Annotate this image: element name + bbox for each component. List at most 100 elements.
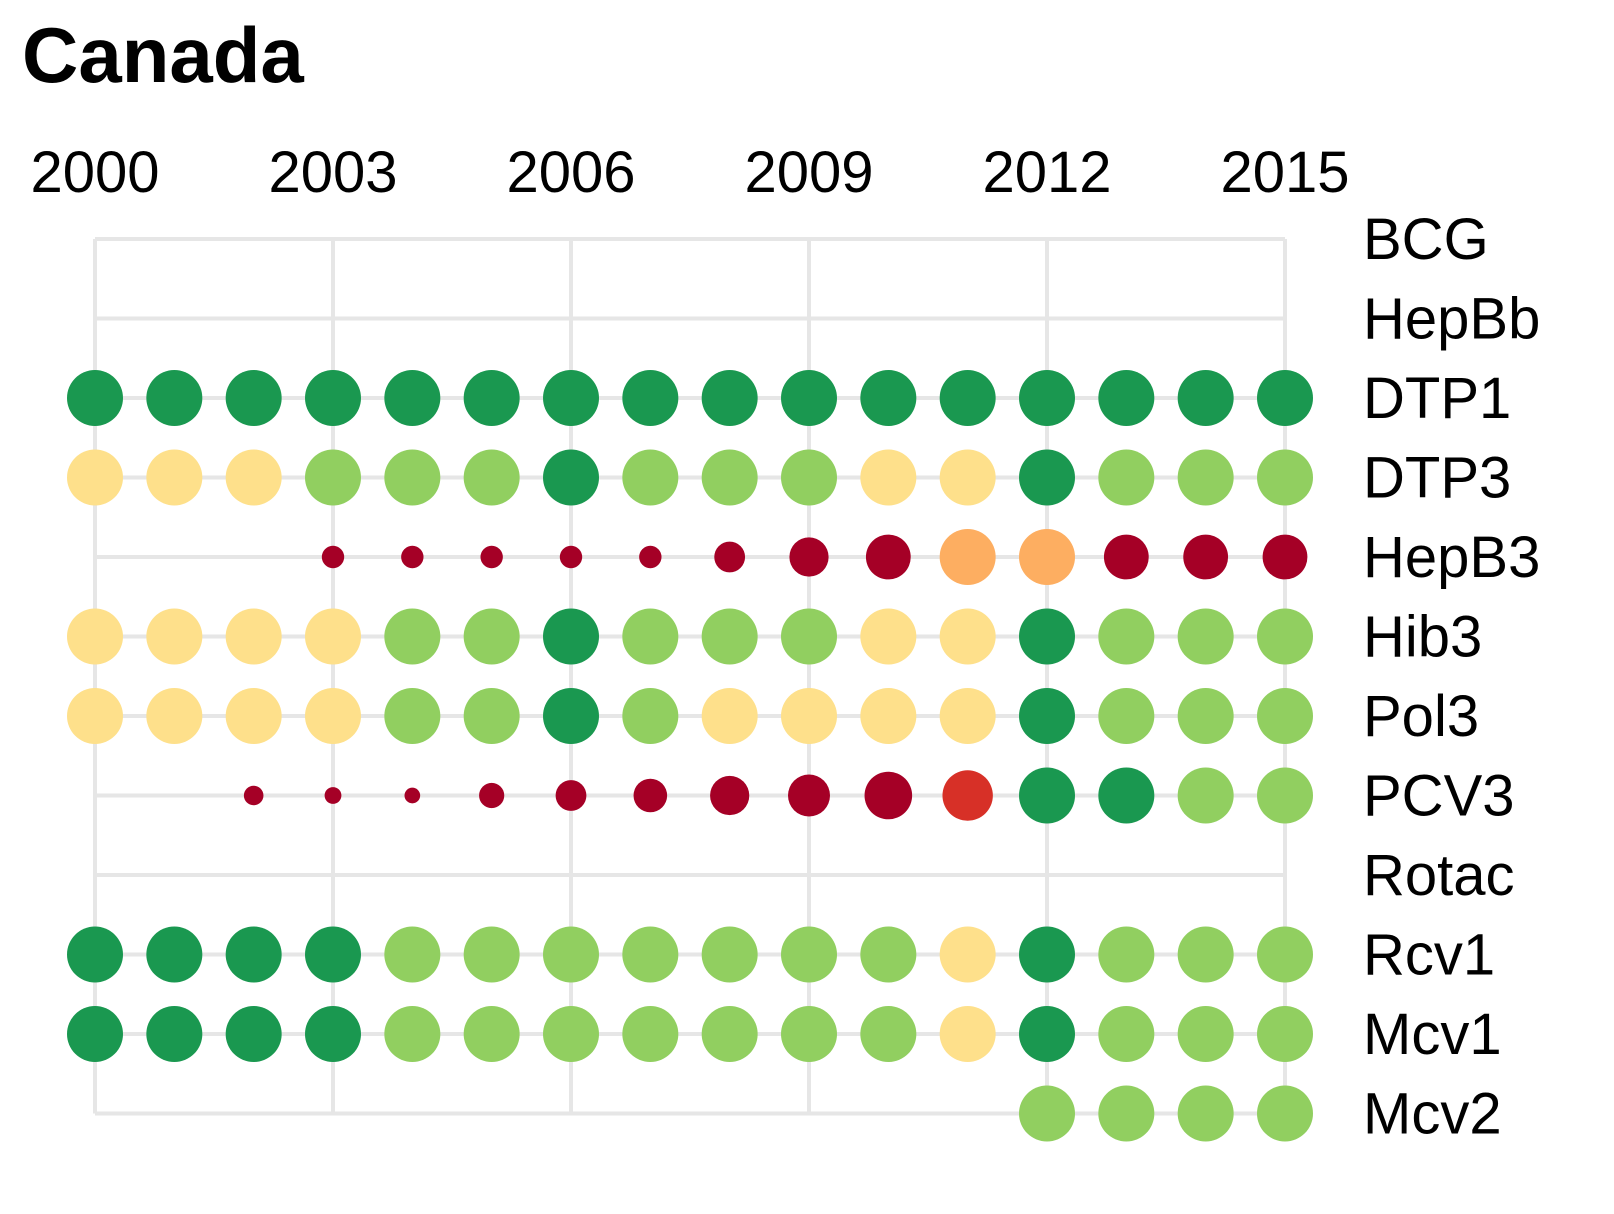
data-point [463, 608, 520, 665]
data-point [701, 926, 758, 983]
data-point [1019, 1085, 1075, 1142]
data-point [543, 370, 599, 426]
data-point [559, 545, 583, 569]
data-point [225, 608, 282, 665]
data-point [1098, 767, 1155, 824]
data-point [1098, 1085, 1155, 1142]
data-point [305, 608, 361, 665]
x-tick-label: 2000 [30, 140, 159, 205]
y-tick-label: DTP3 [1363, 446, 1511, 511]
data-point [1177, 1085, 1234, 1142]
data-point [1098, 688, 1155, 744]
data-point [1019, 608, 1075, 665]
data-point [305, 926, 361, 983]
data-point [622, 1006, 679, 1062]
data-point [67, 608, 123, 665]
data-point [67, 1006, 123, 1062]
data-point [860, 926, 917, 983]
data-point [1257, 608, 1313, 665]
data-point [384, 608, 441, 665]
data-point [225, 926, 282, 983]
data-point [1177, 926, 1234, 983]
data-point [701, 370, 758, 426]
data-point [146, 688, 203, 744]
data-point [622, 370, 679, 426]
data-points [67, 370, 1313, 1142]
data-point [67, 449, 123, 506]
data-point [710, 775, 750, 816]
data-point [788, 774, 830, 817]
data-point [384, 926, 441, 983]
data-point [463, 688, 520, 744]
data-point [1019, 926, 1075, 983]
x-tick-label: 2009 [744, 140, 873, 205]
x-tick-label: 2012 [982, 140, 1111, 205]
data-point [781, 688, 837, 744]
data-point [781, 926, 837, 983]
data-point [1257, 370, 1313, 426]
y-tick-label: HepB3 [1363, 525, 1540, 590]
chart-title: Canada [22, 11, 304, 99]
data-point [1098, 1006, 1155, 1062]
data-point [543, 449, 599, 506]
y-tick-label: PCV3 [1363, 764, 1515, 829]
data-point [463, 449, 520, 506]
data-point [860, 608, 917, 665]
y-tick-label: HepBb [1363, 287, 1540, 352]
x-tick-label: 2015 [1220, 140, 1349, 205]
data-point [543, 608, 599, 665]
data-point [384, 370, 441, 426]
x-tick-labels: 2000 2003 2006 2009 2012 2015 [30, 140, 1349, 205]
data-point [781, 449, 837, 506]
data-point [243, 785, 264, 806]
data-point [543, 926, 599, 983]
data-point [1019, 449, 1075, 506]
data-point [781, 370, 837, 426]
data-point [305, 1006, 361, 1062]
data-point [1183, 534, 1229, 580]
data-point [622, 608, 679, 665]
data-point [305, 449, 361, 506]
data-point [555, 780, 587, 811]
data-point [305, 370, 361, 426]
y-tick-label: Hib3 [1363, 605, 1482, 670]
data-point [701, 449, 758, 506]
data-point [865, 534, 911, 580]
data-point [1019, 688, 1075, 744]
data-point [622, 926, 679, 983]
data-point [939, 926, 996, 983]
data-point [146, 1006, 203, 1062]
data-point [942, 770, 993, 821]
data-point [1257, 767, 1313, 824]
data-point [939, 370, 996, 426]
data-point [321, 545, 345, 569]
data-point [864, 771, 913, 820]
data-point [1257, 1085, 1313, 1142]
data-point [479, 782, 505, 809]
data-point [1019, 370, 1075, 426]
y-tick-label: Rcv1 [1363, 923, 1495, 988]
data-point [860, 370, 917, 426]
data-point [1177, 608, 1234, 665]
data-point [1019, 767, 1075, 824]
data-point [860, 688, 917, 744]
data-point [939, 1006, 996, 1062]
data-point [401, 545, 424, 569]
grid-lines [93, 237, 1287, 1116]
x-tick-label: 2006 [506, 140, 635, 205]
data-point [1262, 534, 1308, 580]
data-point [225, 370, 282, 426]
data-point [1177, 1006, 1234, 1062]
data-point [701, 688, 758, 744]
data-point [384, 449, 441, 506]
data-point [1257, 688, 1313, 744]
data-point [67, 926, 123, 983]
data-point [1257, 449, 1313, 506]
data-point [404, 787, 421, 804]
data-point [781, 608, 837, 665]
data-point [1098, 926, 1155, 983]
y-tick-labels: BCG HepBb DTP1 DTP3 HepB3 Hib3 Pol3 PCV3 Rotac Rc… [1363, 207, 1540, 1147]
data-point [146, 608, 203, 665]
data-point [939, 608, 996, 665]
